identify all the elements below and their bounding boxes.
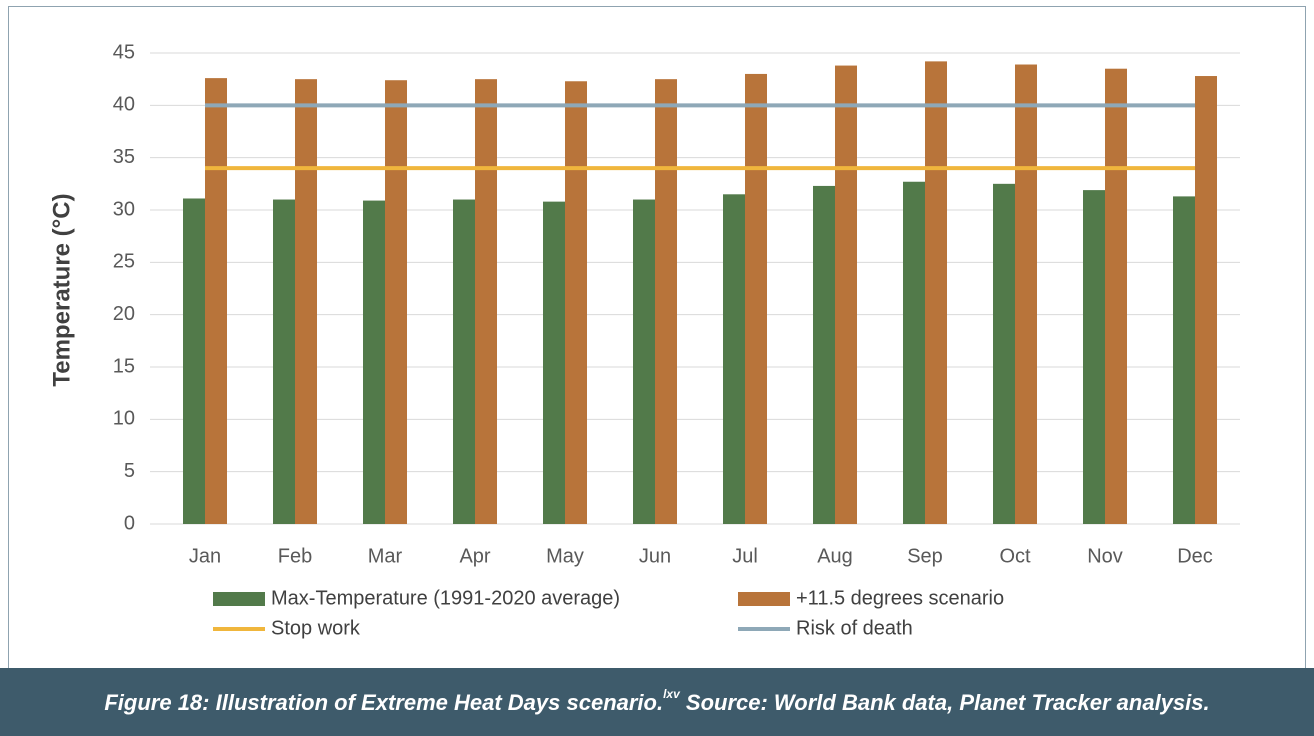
x-tick-label: Feb [278,545,312,567]
y-tick-label: 5 [124,460,135,482]
bar [1195,76,1217,524]
bar [1015,64,1037,524]
legend-label: Stop work [271,617,361,639]
bar [1083,190,1105,524]
legend-label: +11.5 degrees scenario [796,587,1004,609]
y-tick-label: 40 [113,94,135,116]
bar [363,200,385,524]
y-tick-label: 25 [113,251,135,273]
bar [1105,68,1127,524]
caption-text: Figure 18: Illustration of Extreme Heat … [104,690,663,715]
y-tick-label: 15 [113,355,135,377]
bar [475,79,497,525]
bar [543,201,565,525]
x-tick-label: Jul [732,545,758,567]
x-tick-label: Oct [999,545,1031,567]
caption-bar [0,668,1314,736]
y-tick-label: 30 [113,198,135,220]
legend-swatch [213,592,265,606]
legend-label: Risk of death [796,617,913,639]
y-axis-label: Temperature (°C) [48,193,75,386]
bar [813,185,835,524]
bar [723,194,745,525]
caption-superscript: lxv [663,687,681,701]
y-tick-label: 20 [113,303,135,325]
x-tick-label: Aug [817,545,853,567]
bar [565,81,587,524]
x-tick-label: Dec [1177,545,1213,567]
bar [273,199,295,525]
bar [745,73,767,524]
y-tick-label: 45 [113,41,135,63]
bar [655,79,677,525]
y-tick-label: 10 [113,408,135,430]
caption-source: Source: World Bank data, Planet Tracker … [680,690,1210,715]
bar [183,198,205,524]
legend-swatch [738,592,790,606]
x-tick-label: May [546,545,584,567]
x-tick-label: Sep [907,545,943,567]
x-tick-label: Apr [459,545,490,567]
caption: Figure 18: Illustration of Extreme Heat … [104,687,1209,715]
x-tick-label: Jun [639,545,671,567]
bar [993,183,1015,525]
bar [205,78,227,525]
bar [925,61,947,525]
x-tick-label: Nov [1087,545,1123,567]
y-tick-label: 0 [124,512,135,534]
bar [1173,196,1195,525]
bar [295,79,317,525]
bar [453,199,475,525]
bar [835,65,857,524]
legend-label: Max-Temperature (1991-2020 average) [271,587,620,609]
x-tick-label: Jan [189,545,221,567]
bar [385,80,407,525]
bar [903,181,925,525]
y-tick-label: 35 [113,146,135,168]
x-tick-label: Mar [368,545,403,567]
bar [633,199,655,525]
